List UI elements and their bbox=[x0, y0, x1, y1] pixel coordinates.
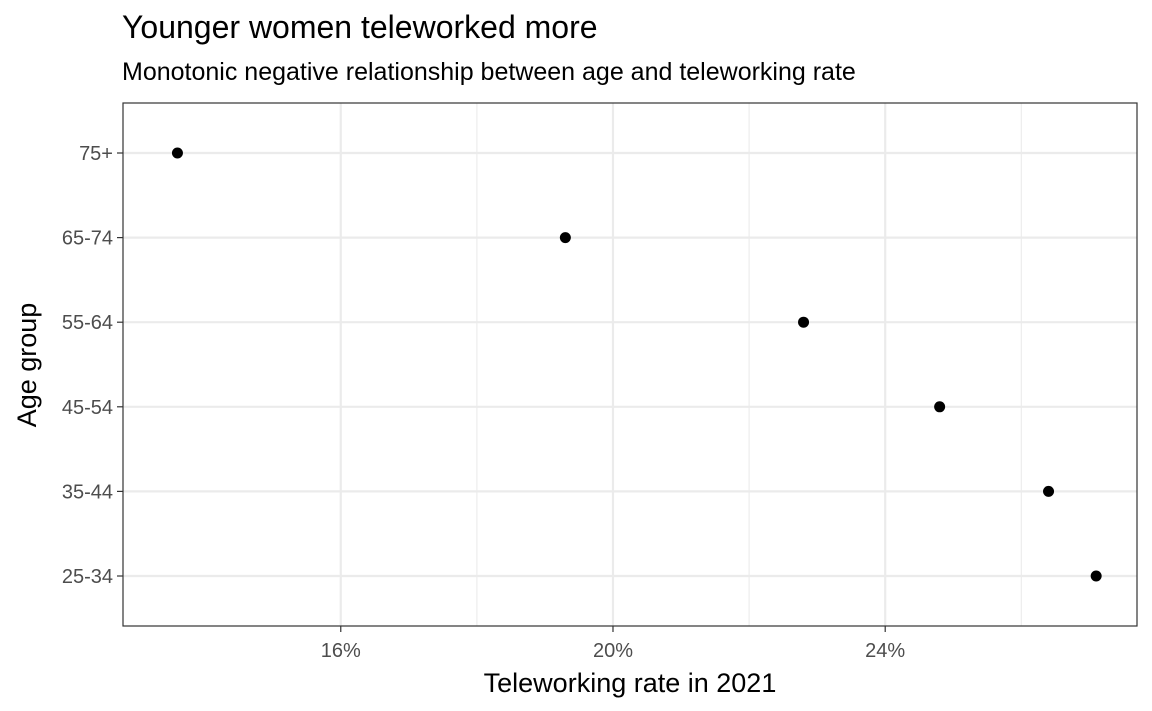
y-tick-label: 65-74 bbox=[62, 228, 113, 250]
y-tick-label: 75+ bbox=[79, 143, 113, 165]
x-axis-title: Teleworking rate in 2021 bbox=[484, 668, 777, 698]
chart-subtitle: Monotonic negative relationship between … bbox=[122, 58, 856, 86]
y-tick-label: 55-64 bbox=[62, 312, 113, 334]
plot-panel bbox=[123, 103, 1137, 626]
plot-background bbox=[123, 103, 1137, 626]
y-tick-label: 25-34 bbox=[62, 566, 113, 588]
data-point bbox=[934, 401, 946, 413]
y-axis: 25-34 35-44 45-54 55-64 65-74 75+ bbox=[62, 143, 123, 588]
data-point bbox=[559, 232, 571, 244]
x-tick-label: 20% bbox=[593, 640, 633, 662]
data-point bbox=[1043, 485, 1055, 497]
x-tick-label: 16% bbox=[321, 640, 361, 662]
grid-lines bbox=[123, 103, 1137, 626]
data-point bbox=[1090, 570, 1102, 582]
y-tick-label: 35-44 bbox=[62, 481, 113, 503]
data-point bbox=[798, 316, 810, 328]
x-axis: 16% 20% 24% bbox=[321, 626, 905, 662]
y-axis-title: Age group bbox=[12, 303, 42, 428]
chart-title: Younger women teleworked more bbox=[122, 9, 598, 45]
data-point bbox=[171, 147, 183, 159]
data-points bbox=[171, 147, 1102, 582]
plot-border bbox=[122, 102, 1138, 627]
x-tick-label: 24% bbox=[865, 640, 905, 662]
y-tick-label: 45-54 bbox=[62, 397, 113, 419]
